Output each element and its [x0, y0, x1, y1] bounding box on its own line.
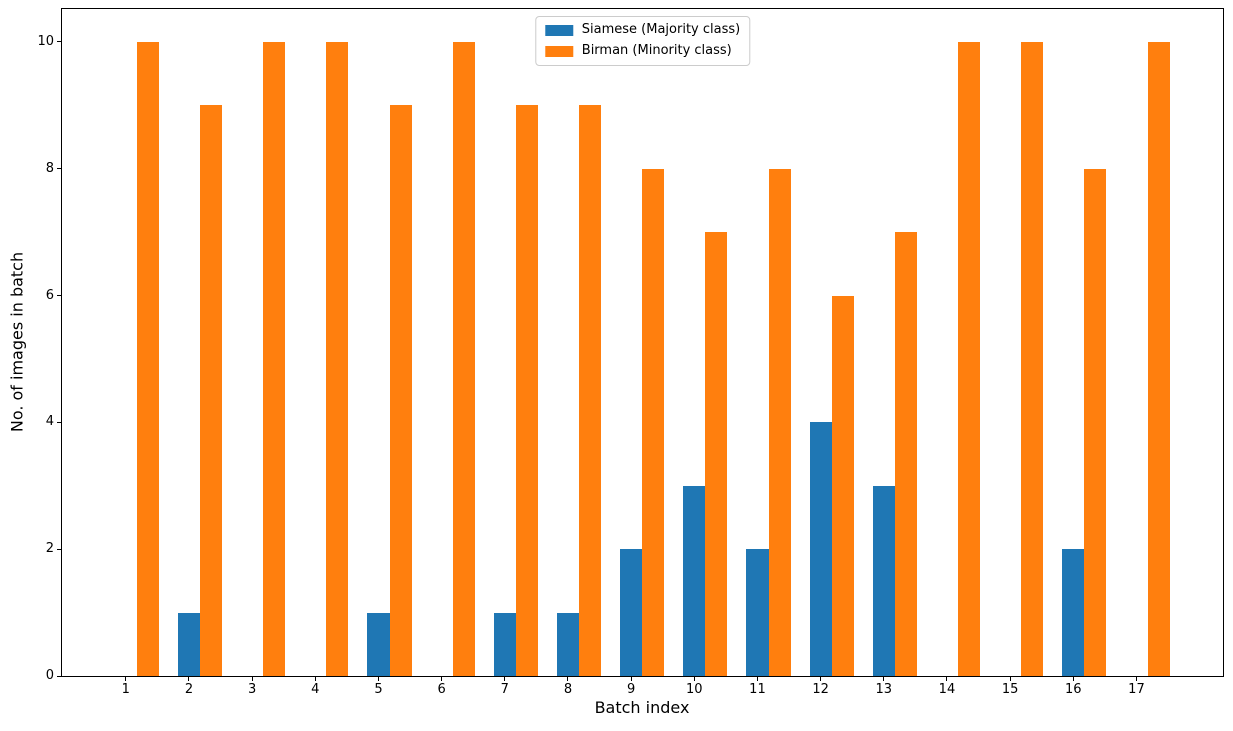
- birman-bar-batch-6: [452, 41, 475, 676]
- birman-bar-batch-2: [200, 105, 223, 676]
- birman-bar-batch-7: [515, 105, 538, 676]
- birman-bar-batch-11: [768, 168, 791, 676]
- x-tick-16: [1072, 677, 1074, 681]
- legend-item-birman: Birman (Minority class): [544, 43, 740, 59]
- legend-label-birman: Birman (Minority class): [581, 43, 732, 58]
- x-tick-2: [188, 677, 190, 681]
- x-ticklabel-16: 16: [1065, 682, 1082, 697]
- legend: Siamese (Majority class) Birman (Minorit…: [534, 16, 751, 66]
- birman-bar-batch-12: [831, 295, 854, 676]
- siamese-bar-batch-9: [620, 549, 643, 676]
- x-ticklabel-6: 6: [437, 682, 446, 697]
- legend-item-siamese: Siamese (Majority class): [544, 22, 741, 38]
- birman-bar-batch-3: [263, 41, 286, 676]
- x-axis-label: Batch index: [594, 698, 690, 717]
- y-ticklabel-4: 4: [45, 414, 54, 430]
- birman-bar-batch-8: [579, 105, 602, 676]
- y-ticklabel-8: 8: [45, 160, 54, 176]
- y-tick-8: [57, 168, 61, 170]
- x-tick-9: [630, 677, 632, 681]
- x-tick-17: [1135, 677, 1137, 681]
- x-tick-10: [693, 677, 695, 681]
- x-tick-1: [125, 677, 127, 681]
- x-ticklabel-9: 9: [626, 682, 636, 697]
- x-ticklabel-12: 12: [812, 682, 829, 697]
- siamese-bar-batch-2: [177, 612, 201, 676]
- x-ticklabel-2: 2: [184, 682, 194, 697]
- x-ticklabel-5: 5: [374, 682, 383, 697]
- y-tick-2: [57, 548, 61, 550]
- legend-swatch-siamese: [544, 24, 573, 36]
- y-ticklabel-2: 2: [45, 541, 54, 557]
- x-ticklabel-17: 17: [1128, 682, 1145, 697]
- siamese-bar-batch-11: [746, 549, 769, 676]
- x-tick-8: [567, 677, 569, 681]
- siamese-bar-batch-12: [809, 422, 832, 676]
- birman-bar-batch-4: [326, 41, 349, 676]
- birman-bar-batch-17: [1147, 41, 1170, 676]
- birman-bar-batch-14: [958, 41, 981, 676]
- x-ticklabel-10: 10: [686, 682, 703, 697]
- y-axis-label: No. of images in batch: [7, 251, 27, 433]
- x-ticklabel-15: 15: [1001, 682, 1019, 697]
- y-tick-6: [57, 295, 61, 297]
- birman-bar-batch-13: [894, 232, 917, 676]
- y-tick-4: [57, 421, 61, 423]
- birman-bar-batch-15: [1021, 41, 1044, 676]
- siamese-bar-batch-7: [493, 612, 516, 676]
- x-ticklabel-3: 3: [247, 682, 257, 697]
- x-tick-11: [756, 677, 758, 681]
- x-ticklabel-13: 13: [875, 682, 893, 697]
- y-ticklabel-0: 0: [45, 668, 54, 683]
- birman-bar-batch-9: [642, 168, 665, 676]
- x-tick-13: [883, 677, 885, 681]
- x-tick-12: [820, 677, 822, 681]
- x-tick-5: [377, 677, 379, 681]
- x-ticklabel-7: 7: [500, 682, 509, 697]
- siamese-bar-batch-16: [1062, 549, 1085, 676]
- birman-bar-batch-10: [705, 232, 728, 676]
- y-tick-10: [57, 41, 61, 43]
- plot-area: Siamese (Majority class) Birman (Minorit…: [61, 8, 1224, 677]
- x-tick-15: [1009, 677, 1011, 681]
- y-tick-0: [57, 675, 61, 677]
- legend-label-siamese: Siamese (Majority class): [581, 22, 741, 37]
- birman-bar-batch-5: [389, 105, 412, 676]
- siamese-bar-batch-5: [367, 612, 390, 676]
- x-tick-14: [946, 677, 948, 681]
- siamese-bar-batch-10: [683, 485, 706, 676]
- y-ticklabel-6: 6: [45, 287, 54, 303]
- x-ticklabel-4: 4: [311, 682, 320, 697]
- x-tick-3: [251, 677, 253, 681]
- x-tick-4: [314, 677, 316, 681]
- birman-bar-batch-16: [1084, 168, 1107, 676]
- x-ticklabel-1: 1: [121, 682, 130, 697]
- siamese-bar-batch-13: [872, 485, 895, 676]
- x-ticklabel-14: 14: [938, 682, 956, 697]
- legend-swatch-birman: [544, 45, 573, 57]
- birman-bar-batch-1: [136, 41, 159, 676]
- x-ticklabel-8: 8: [563, 682, 573, 697]
- x-ticklabel-11: 11: [749, 682, 766, 697]
- siamese-bar-batch-8: [556, 612, 580, 676]
- x-tick-7: [504, 677, 506, 681]
- y-ticklabel-10: 10: [37, 33, 54, 49]
- x-tick-6: [441, 677, 443, 681]
